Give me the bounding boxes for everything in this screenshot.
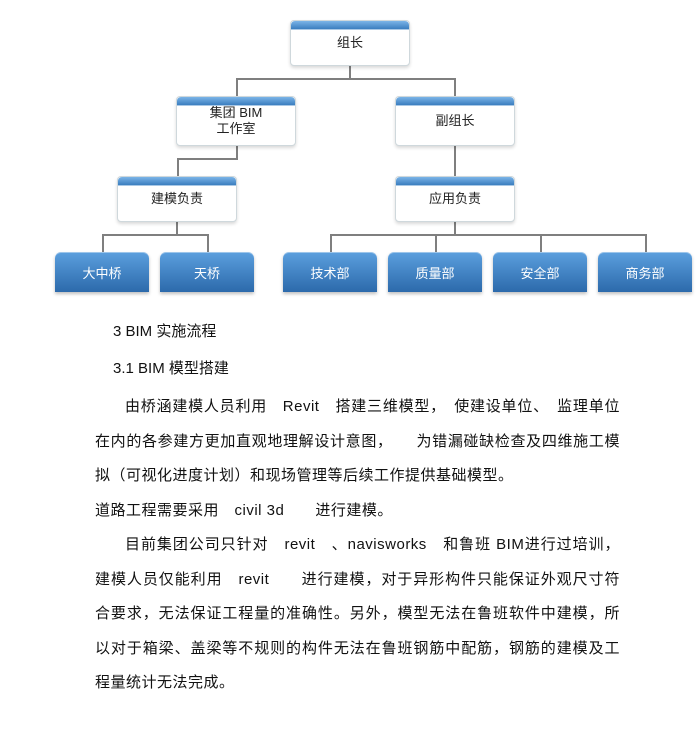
connector — [102, 234, 104, 252]
connector — [454, 222, 456, 234]
connector — [236, 78, 456, 80]
node-modeling-lead: 建模负责 — [117, 176, 237, 222]
connector — [102, 234, 209, 236]
paragraph: 由桥涵建模人员利用 Revit 搭建三维模型， 使建设单位、 监理单位在内的各参… — [95, 390, 620, 494]
document-body: 3 BIM 实施流程 3.1 BIM 模型搭建 由桥涵建模人员利用 Revit … — [95, 315, 620, 701]
node-label: 组长 — [295, 35, 405, 51]
connector — [349, 66, 351, 78]
connector — [330, 234, 647, 236]
connector — [330, 234, 332, 252]
connector — [207, 234, 209, 252]
connector — [435, 234, 437, 252]
connector — [454, 78, 456, 96]
node-application-lead: 应用负责 — [395, 176, 515, 222]
node-cap — [291, 21, 409, 30]
node-label: 天桥 — [194, 263, 220, 282]
node-cap — [396, 177, 514, 186]
node-label: 安全部 — [520, 263, 559, 282]
connector — [177, 158, 238, 160]
leaf-tech-dept: 技术部 — [283, 252, 377, 292]
node-label: 商务部 — [625, 263, 664, 282]
node-label: 工作室 — [181, 121, 291, 137]
node-label: 技术部 — [310, 263, 349, 282]
heading-section: 3 BIM 实施流程 — [95, 315, 620, 350]
node-bim-studio: 集团 BIM 工作室 — [176, 96, 296, 146]
paragraph: 道路工程需要采用 civil 3d 进行建模。 — [95, 494, 620, 529]
leaf-safety-dept: 安全部 — [493, 252, 587, 292]
node-cap — [396, 97, 514, 106]
connector — [176, 222, 178, 234]
connector — [236, 146, 238, 158]
paragraph: 目前集团公司只针对 revit 、navisworks 和鲁班 BIM进行过培训… — [95, 528, 620, 701]
node-root: 组长 — [290, 20, 410, 66]
leaf-overpass: 天桥 — [160, 252, 254, 292]
node-cap — [118, 177, 236, 186]
node-label: 大中桥 — [82, 263, 121, 282]
node-deputy: 副组长 — [395, 96, 515, 146]
node-label: 集团 BIM — [181, 105, 291, 121]
node-cap — [177, 97, 295, 106]
node-label: 质量部 — [415, 263, 454, 282]
heading-subsection: 3.1 BIM 模型搭建 — [95, 352, 620, 387]
node-label: 副组长 — [400, 113, 510, 129]
connector — [236, 78, 238, 96]
leaf-large-bridge: 大中桥 — [55, 252, 149, 292]
connector — [540, 234, 542, 252]
leaf-business-dept: 商务部 — [598, 252, 692, 292]
connector — [454, 146, 456, 176]
org-chart: 组长 集团 BIM 工作室 副组长 建模负责 应用负责 大中桥 天桥 技术部 质… — [0, 10, 700, 300]
connector — [177, 158, 179, 176]
node-label: 应用负责 — [400, 191, 510, 207]
leaf-quality-dept: 质量部 — [388, 252, 482, 292]
node-label: 建模负责 — [122, 191, 232, 207]
connector — [645, 234, 647, 252]
